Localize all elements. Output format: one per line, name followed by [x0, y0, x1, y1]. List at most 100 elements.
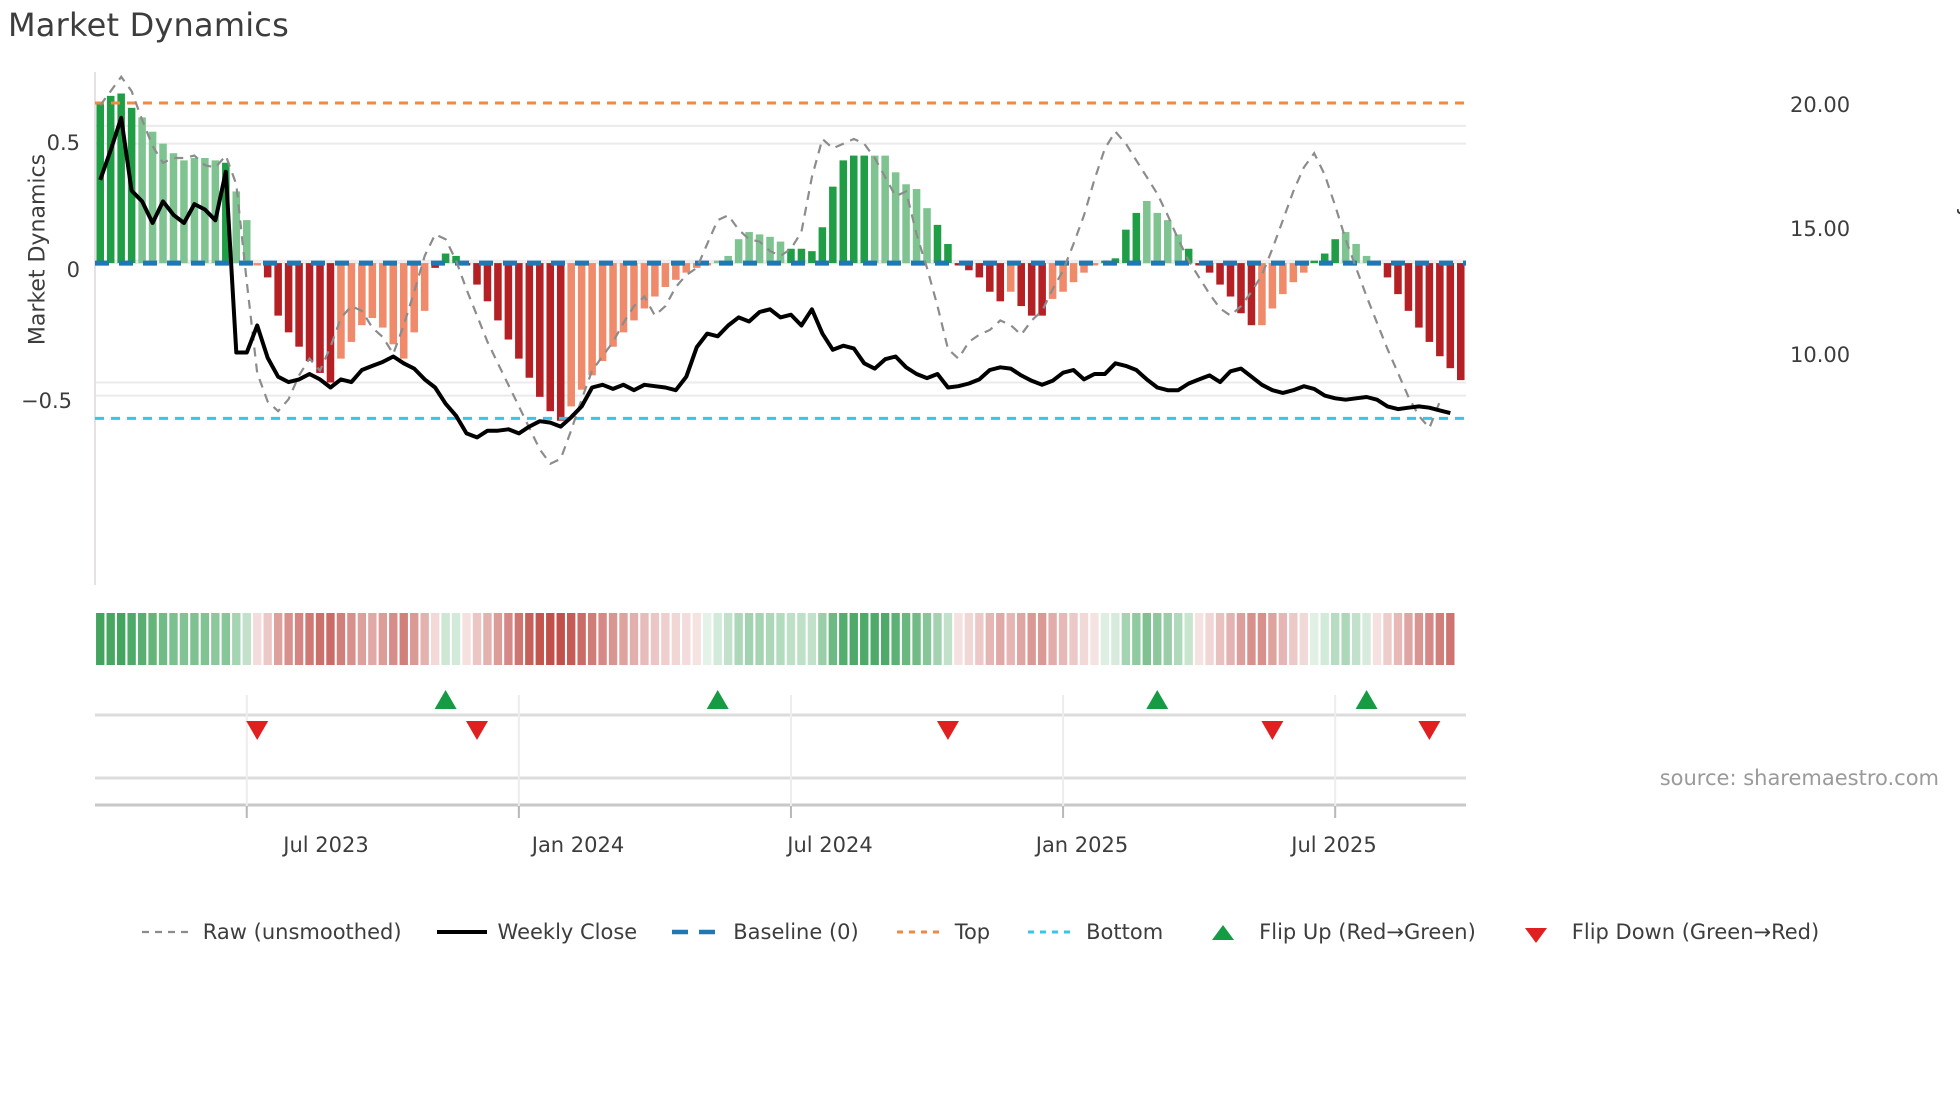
flip-down-marker-1[interactable] — [465, 721, 488, 740]
bar-5 — [148, 131, 157, 264]
heat-cell-64 — [765, 613, 775, 665]
bar-29 — [399, 263, 408, 359]
heat-cell-94 — [1079, 613, 1089, 665]
bar-120 — [1352, 243, 1360, 264]
flip-up-marker-2[interactable] — [1146, 690, 1169, 709]
bar-45 — [567, 263, 575, 407]
legend-item-weekly-close[interactable]: Weekly Close — [436, 920, 637, 944]
heat-cell-117 — [1320, 613, 1329, 665]
flip-down-marker-3[interactable] — [1261, 721, 1284, 740]
bar-101 — [1153, 212, 1162, 264]
legend-label-flip-down: Flip Down (Green→Red) — [1571, 920, 1820, 944]
heat-cell-6 — [158, 613, 168, 665]
flip-up-marker-0[interactable] — [434, 690, 457, 709]
bar-27 — [379, 263, 387, 328]
legend-item-baseline[interactable]: Baseline (0) — [671, 920, 859, 944]
bar-9 — [190, 157, 199, 264]
legend-swatch-top-icon — [893, 924, 945, 940]
legend-swatch-baseline-icon — [671, 924, 723, 940]
heat-cell-20 — [305, 613, 314, 665]
bar-23 — [337, 263, 345, 359]
flip-up-marker-1[interactable] — [706, 690, 729, 709]
heat-cell-96 — [1100, 613, 1110, 665]
flip-down-marker-4[interactable] — [1418, 721, 1441, 740]
flip-down-marker-2[interactable] — [936, 721, 959, 740]
bar-115 — [1300, 263, 1308, 273]
heat-cell-74 — [870, 613, 879, 665]
heat-cell-43 — [546, 613, 555, 665]
bar-85 — [986, 263, 994, 292]
legend-item-flip-down[interactable]: Flip Down (Green→Red) — [1510, 920, 1819, 944]
bar-123 — [1383, 263, 1392, 278]
heat-cell-83 — [964, 613, 974, 665]
bar-59 — [713, 260, 722, 264]
bar-63 — [755, 234, 764, 264]
bar-52 — [640, 263, 649, 309]
heat-cell-55 — [671, 613, 681, 665]
bar-34 — [452, 255, 460, 264]
bar-21 — [316, 263, 324, 373]
flip-up-marker-3[interactable] — [1355, 690, 1378, 709]
heat-cell-1 — [106, 613, 115, 665]
heat-cell-69 — [818, 613, 827, 665]
heat-cell-116 — [1310, 613, 1319, 665]
heat-cell-105 — [1194, 613, 1204, 665]
heat-cell-49 — [608, 613, 618, 665]
y-tick-right-2: 10.00 — [1790, 343, 1851, 367]
bar-77 — [902, 184, 910, 264]
heat-cell-122 — [1372, 613, 1382, 665]
legend-item-top[interactable]: Top — [893, 920, 990, 944]
bar-7 — [169, 153, 178, 264]
bar-107 — [1216, 263, 1224, 285]
bar-113 — [1279, 263, 1287, 295]
bar-41 — [525, 263, 534, 378]
legend-item-bottom[interactable]: Bottom — [1024, 920, 1163, 944]
heat-cell-88 — [1017, 613, 1026, 665]
heat-cell-5 — [148, 613, 157, 665]
heat-cell-48 — [598, 613, 607, 665]
bar-130 — [1456, 263, 1465, 381]
heat-cell-34 — [451, 613, 461, 665]
heat-cell-115 — [1299, 613, 1308, 665]
heat-cell-95 — [1090, 613, 1099, 665]
heat-cell-15 — [253, 613, 262, 665]
heat-cell-17 — [273, 613, 283, 665]
bar-119 — [1341, 232, 1350, 264]
heat-cell-16 — [263, 613, 272, 665]
flip-down-marker-0[interactable] — [246, 721, 269, 740]
bar-83 — [965, 263, 973, 271]
heat-cell-89 — [1027, 613, 1036, 665]
heat-cell-90 — [1037, 613, 1047, 665]
bar-30 — [410, 263, 418, 333]
bar-91 — [1048, 263, 1057, 299]
bar-112 — [1268, 263, 1277, 309]
heat-cell-46 — [577, 613, 586, 665]
x-tick-1: Jan 2024 — [531, 833, 625, 857]
heat-cell-44 — [556, 613, 565, 665]
legend-item-flip-up[interactable]: Flip Up (Red→Green) — [1197, 920, 1476, 944]
heat-cell-108 — [1226, 613, 1235, 665]
heat-cell-112 — [1268, 613, 1277, 665]
bar-125 — [1404, 263, 1413, 311]
bar-81 — [944, 243, 952, 264]
bar-75 — [881, 155, 889, 264]
heat-cell-127 — [1425, 613, 1434, 665]
bar-56 — [682, 263, 691, 273]
bar-4 — [138, 117, 146, 264]
heat-cell-53 — [650, 613, 660, 665]
x-tick-4: Jul 2025 — [1291, 833, 1377, 857]
heat-cell-51 — [629, 613, 639, 665]
bar-48 — [598, 263, 607, 362]
heat-cell-45 — [567, 613, 576, 665]
raw-unsmoothed-line — [99, 74, 1441, 466]
y-tick-left-0: 0.5 — [46, 131, 80, 155]
legend-item-raw-unsmoothed[interactable]: Raw (unsmoothed) — [141, 920, 402, 944]
bar-68 — [808, 251, 816, 264]
heat-cell-106 — [1205, 613, 1214, 665]
heat-cell-78 — [912, 613, 921, 665]
bar-12 — [222, 162, 230, 264]
bar-0 — [96, 103, 105, 264]
heat-cell-13 — [232, 613, 241, 665]
heat-cell-71 — [839, 613, 848, 665]
